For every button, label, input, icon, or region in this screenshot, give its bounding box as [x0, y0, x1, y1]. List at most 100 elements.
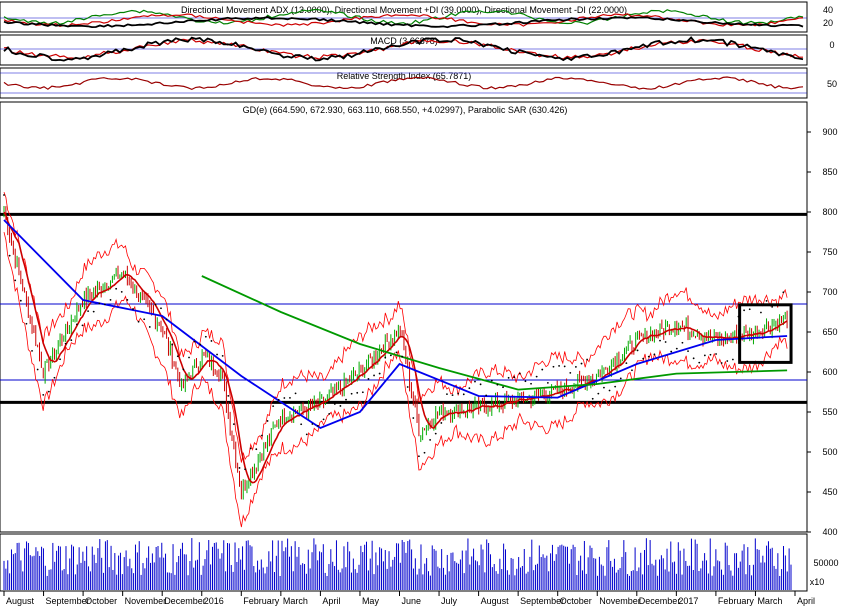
- sar-dot: [36, 368, 39, 371]
- sar-dot: [47, 390, 50, 393]
- sar-dot: [283, 397, 286, 399]
- rsi-line: [3, 76, 804, 91]
- x-label-5: 2016: [204, 596, 224, 606]
- y-tick-label-650: 650: [822, 327, 837, 337]
- sar-dot: [244, 468, 246, 471]
- sar-dot: [311, 423, 314, 425]
- sar-dot: [423, 451, 426, 454]
- sar-dot: [277, 398, 280, 401]
- sar-dot: [670, 350, 673, 353]
- sar-dot: [115, 287, 118, 290]
- sar-dot: [300, 423, 303, 426]
- sar-dot: [199, 343, 202, 346]
- sar-dot: [59, 358, 61, 361]
- x-label-11: July: [441, 596, 458, 606]
- sar-dot: [726, 360, 729, 362]
- sar-dot: [760, 311, 762, 314]
- sar-dot: [238, 467, 241, 469]
- sar-dot: [70, 339, 73, 342]
- plus-di-line: [3, 8, 804, 26]
- adx-tick-40: 40: [823, 5, 833, 15]
- sar-dot: [631, 369, 633, 372]
- x-label-20: April: [797, 596, 815, 606]
- sar-dot: [87, 310, 90, 313]
- x-label-3: November: [125, 596, 167, 606]
- sar-dot: [389, 354, 392, 357]
- y-tick-label-800: 800: [822, 207, 837, 217]
- y-tick-label-400: 400: [822, 527, 837, 537]
- x-label-8: April: [322, 596, 340, 606]
- sar-dot: [468, 387, 471, 390]
- rsi-title: Relative Strength Index (65.7871): [337, 71, 472, 81]
- sar-dot: [659, 339, 661, 342]
- sar-dot: [619, 377, 622, 380]
- sar-dot: [261, 434, 263, 437]
- sar-dot: [720, 362, 723, 364]
- sar-dot: [148, 326, 151, 328]
- sar-dot: [210, 340, 213, 342]
- adx-line: [3, 16, 804, 29]
- sar-dot: [143, 318, 146, 321]
- macd-tick-0: 0: [829, 40, 834, 50]
- y-tick-label-700: 700: [822, 287, 837, 297]
- sar-dot: [608, 389, 611, 392]
- sar-dot: [294, 392, 297, 395]
- x-label-2: October: [85, 596, 117, 606]
- sar-dot: [120, 290, 123, 293]
- x-label-7: March: [283, 596, 308, 606]
- sar-dot: [625, 362, 628, 365]
- x-label-17: 2017: [678, 596, 698, 606]
- sar-dot: [317, 424, 319, 427]
- volume-tick: 50000: [813, 558, 838, 568]
- sar-dot: [356, 391, 359, 394]
- sar-dot: [176, 355, 179, 358]
- sar-dot: [109, 298, 112, 301]
- y-tick-label-750: 750: [822, 247, 837, 257]
- sar-dot: [614, 385, 617, 388]
- sar-dot: [92, 310, 95, 313]
- rsi-tick-50: 50: [827, 79, 837, 89]
- macd-panel: MACD (3.66878) 0: [0, 34, 835, 66]
- sar-dot: [328, 413, 331, 415]
- sar-dot: [698, 361, 701, 364]
- x-label-15: November: [599, 596, 641, 606]
- sar-dot: [440, 422, 443, 424]
- sar-dot: [289, 396, 291, 399]
- sar-dot: [216, 353, 218, 356]
- sar-dot: [345, 398, 347, 401]
- sar-dot: [518, 372, 521, 375]
- sar-dot: [636, 349, 639, 352]
- sar-dot: [232, 423, 235, 426]
- ma-mid-line: [3, 219, 788, 430]
- sar-dot: [305, 433, 308, 436]
- sar-dot: [160, 307, 162, 310]
- sar-dot: [771, 305, 774, 308]
- macd-lines: [0, 36, 807, 62]
- sar-dot: [496, 383, 499, 386]
- sar-dot: [412, 417, 415, 419]
- sar-dot: [782, 291, 785, 294]
- sar-dot: [743, 309, 746, 312]
- sar-dot: [104, 303, 106, 306]
- y-tick-label-600: 600: [822, 367, 837, 377]
- price-bars: [3, 205, 788, 500]
- x-label-12: August: [481, 596, 510, 606]
- sar-dot: [715, 353, 717, 355]
- sar-dot: [429, 439, 432, 441]
- sar-dot: [8, 254, 11, 257]
- sar-dot: [434, 432, 437, 435]
- sar-dot: [373, 374, 375, 377]
- sar-dot: [479, 383, 482, 386]
- sar-dot: [681, 341, 684, 344]
- sar-dot: [322, 418, 325, 421]
- y-tick-label-550: 550: [822, 407, 837, 417]
- sar-dot: [3, 194, 5, 196]
- sar-dot: [474, 380, 476, 383]
- sar-dot: [249, 447, 252, 450]
- sar-dot: [384, 356, 387, 359]
- sar-dot: [591, 397, 594, 400]
- sar-dot: [272, 405, 275, 408]
- sar-dot: [703, 354, 706, 357]
- sar-dot: [597, 392, 600, 395]
